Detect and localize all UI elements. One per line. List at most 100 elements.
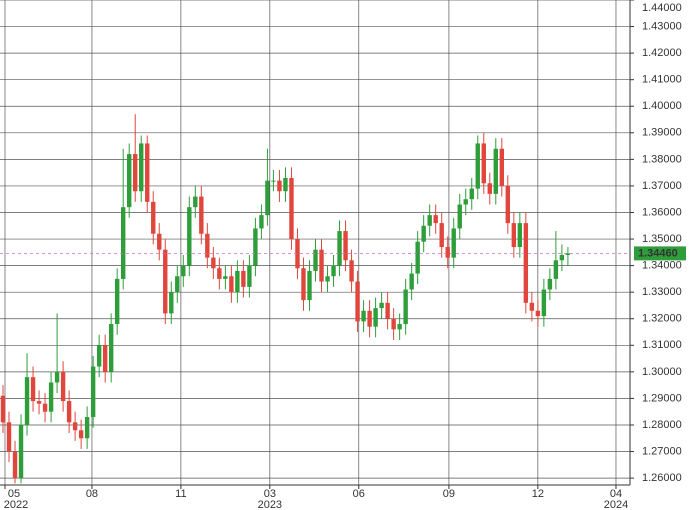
candle-body	[379, 302, 384, 309]
candle-body	[547, 278, 553, 290]
candle-body	[415, 241, 420, 274]
candle-body	[475, 143, 480, 189]
y-tick-label: 1.32000	[642, 313, 682, 325]
candle-body	[349, 260, 354, 282]
candle-body	[133, 154, 138, 192]
candle-body	[96, 345, 102, 367]
candle-body	[78, 430, 84, 439]
y-tick-label: 1.42000	[642, 47, 682, 59]
candle-body	[151, 201, 156, 234]
candle-body	[205, 233, 210, 258]
candle-body	[511, 223, 517, 248]
candle-body	[114, 278, 120, 325]
x-tick-label: 04	[610, 488, 622, 500]
x-tick-label: 11	[175, 488, 186, 500]
candle-body	[427, 215, 432, 226]
candle-body	[397, 324, 402, 330]
candle-body	[565, 253, 571, 255]
candle-body	[271, 180, 276, 182]
candle-body	[553, 260, 559, 279]
candle-body	[6, 422, 12, 452]
x-tick-label: 08	[86, 488, 98, 500]
candle-body	[12, 451, 18, 479]
candle-body	[451, 228, 456, 258]
candle-body	[253, 228, 258, 266]
candle-body	[66, 401, 72, 423]
candle-body	[337, 231, 342, 266]
candle-body	[169, 292, 174, 314]
candle-body	[529, 302, 535, 311]
candle-body	[493, 148, 498, 194]
y-tick-label: 1.26000	[642, 472, 682, 484]
candle-body	[325, 276, 330, 282]
candle-body	[265, 180, 270, 216]
candle-body	[523, 223, 529, 303]
x-tick-label: 12	[532, 488, 544, 500]
candle-body	[163, 249, 168, 314]
candle-body	[18, 424, 24, 479]
candle-body	[277, 180, 282, 192]
candle-body	[421, 225, 426, 242]
y-tick-label: 1.27000	[642, 445, 682, 457]
candle-body	[355, 281, 360, 322]
x-tick-label: 03	[264, 488, 276, 500]
last-price-label: 1.34460	[638, 247, 678, 259]
last-price-box	[634, 246, 686, 261]
x-tick-label: 09	[443, 488, 455, 500]
candle-body	[343, 231, 348, 261]
candle-body	[559, 254, 565, 261]
candle-body	[541, 289, 547, 317]
candle-body	[469, 188, 474, 200]
candle-body	[108, 324, 114, 372]
candle-body	[247, 265, 252, 287]
candle-body	[535, 310, 541, 317]
candle-body	[145, 143, 150, 202]
y-tick-label: 1.39000	[642, 127, 682, 139]
candle-body	[102, 345, 108, 372]
y-tick-label: 1.36000	[642, 206, 682, 218]
candle-body	[187, 207, 192, 266]
candle-body	[175, 276, 180, 293]
candle-body	[313, 249, 318, 271]
x-tick-label: 05	[8, 488, 20, 500]
candle-body	[193, 196, 198, 208]
y-tick-label: 1.30000	[642, 366, 682, 378]
candle-body	[307, 270, 312, 301]
year-label: 2024	[604, 499, 628, 510]
candle-body	[211, 257, 216, 269]
candle-body	[42, 403, 48, 412]
candle-body	[433, 215, 438, 224]
candle-body	[127, 154, 132, 208]
candle-body	[241, 270, 246, 287]
candle-body	[289, 177, 294, 240]
y-tick-label: 1.41000	[642, 74, 682, 86]
candle-body	[223, 276, 228, 279]
candle-body	[0, 395, 6, 423]
candle-body	[235, 270, 240, 293]
candle-body	[30, 377, 36, 402]
candle-body	[157, 233, 162, 250]
candle-body	[385, 302, 390, 319]
candle-body	[319, 249, 324, 282]
y-tick-label: 1.43000	[642, 20, 682, 32]
y-tick-label: 1.44000	[642, 2, 682, 14]
y-tick-label: 1.40000	[642, 100, 682, 112]
candle-body	[54, 371, 60, 383]
candle-body	[499, 148, 504, 186]
y-tick-label: 1.35000	[642, 233, 682, 245]
candle-body	[36, 401, 42, 404]
candle-body	[361, 310, 366, 322]
year-label: 2023	[258, 499, 282, 510]
x-tick-label: 06	[353, 488, 365, 500]
candle-body	[90, 366, 96, 418]
candle-body	[199, 196, 204, 234]
candle-body	[439, 223, 444, 248]
candle-body	[229, 276, 234, 293]
candle-body	[181, 265, 186, 277]
y-tick-label: 1.37000	[642, 180, 682, 192]
candle-body	[331, 265, 336, 277]
candle-body	[463, 199, 468, 205]
y-tick-label: 1.34000	[642, 260, 682, 272]
candle-body	[84, 417, 90, 439]
candle-body	[259, 215, 264, 229]
